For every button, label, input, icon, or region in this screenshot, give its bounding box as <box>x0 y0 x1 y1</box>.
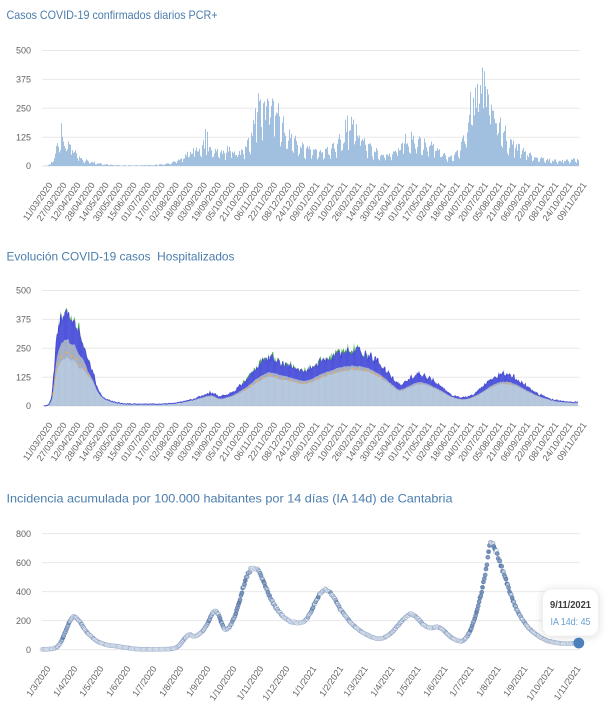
svg-text:Casos COVID-19 confirmados dia: Casos COVID-19 confirmados diarios PCR+ <box>7 8 218 22</box>
svg-text:0: 0 <box>26 401 31 411</box>
svg-text:400: 400 <box>16 587 31 597</box>
svg-text:Evolución COVID-19 casos Hosp: Evolución COVID-19 casos Hospitalizados <box>7 250 235 264</box>
svg-text:250: 250 <box>16 344 31 354</box>
svg-text:800: 800 <box>16 529 31 539</box>
svg-text:Incidencia acumulada por 100.0: Incidencia acumulada por 100.000 habitan… <box>7 492 453 506</box>
svg-text:375: 375 <box>16 315 31 325</box>
svg-text:250: 250 <box>16 104 31 114</box>
svg-text:125: 125 <box>16 132 31 142</box>
svg-text:IA 14d: 45: IA 14d: 45 <box>551 617 591 628</box>
svg-text:500: 500 <box>16 286 31 296</box>
svg-text:600: 600 <box>16 558 31 568</box>
svg-text:375: 375 <box>16 75 31 85</box>
svg-text:9/11/2021: 9/11/2021 <box>550 600 591 611</box>
svg-text:500: 500 <box>16 46 31 56</box>
svg-text:125: 125 <box>16 372 31 382</box>
svg-text:0: 0 <box>26 161 31 171</box>
svg-text:0: 0 <box>26 645 31 655</box>
svg-text:200: 200 <box>16 616 31 626</box>
